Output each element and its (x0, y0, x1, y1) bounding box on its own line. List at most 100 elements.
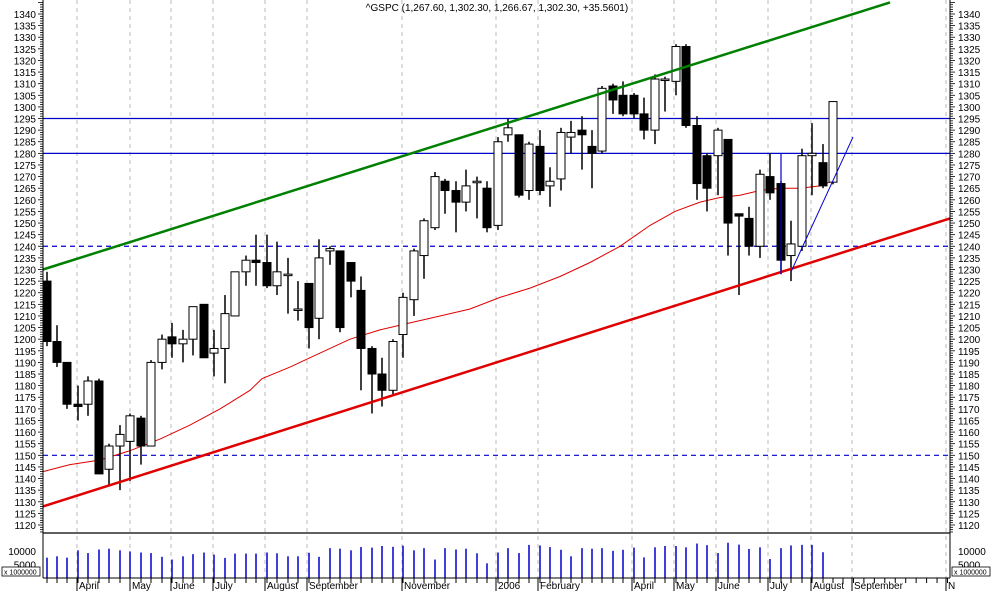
y-tick-label-right: 1295 (958, 115, 981, 126)
candle (639, 97, 649, 140)
candle (209, 329, 219, 377)
candle (335, 250, 345, 333)
y-tick-label-right: 1340 (958, 10, 981, 21)
y-tick-label-left: 1160 (14, 428, 36, 439)
volume-unit-box (1, 566, 41, 577)
y-tick-label-right: 1325 (958, 45, 981, 56)
candle (556, 127, 566, 191)
y-tick-label-left: 1300 (14, 103, 37, 114)
y-tick-label-left: 1260 (14, 196, 37, 207)
y-tick-label-left: 1330 (14, 33, 37, 44)
volume-unit-label: x 1000000 (4, 570, 37, 577)
y-tick-label-right: 1240 (958, 242, 981, 253)
y-tick-label-right: 1285 (958, 138, 981, 149)
y-tick-label-left: 1265 (14, 184, 37, 195)
y-tick-label-right: 1165 (958, 416, 980, 427)
candle (42, 271, 52, 347)
candle (241, 255, 251, 286)
y-tick-label-right: 1185 (958, 370, 980, 381)
y-tick-label-left: 1205 (14, 324, 37, 335)
x-tick-label: N (948, 581, 955, 591)
y-tick-label-right: 1225 (958, 277, 981, 288)
y-tick-label-right: 1330 (958, 33, 981, 44)
candle (419, 218, 429, 279)
candle (451, 181, 461, 233)
candle (440, 178, 450, 214)
candle (482, 181, 492, 233)
candle (104, 443, 114, 486)
candle (461, 169, 471, 212)
candle (388, 339, 398, 395)
y-tick-label-right: 1255 (958, 207, 981, 218)
y-tick-label-left: 1235 (14, 254, 37, 265)
candle (807, 123, 817, 196)
y-tick-label-right: 1310 (958, 80, 981, 91)
candle (125, 413, 135, 481)
volume-tick-left: 10000 (8, 547, 36, 558)
candle (797, 148, 807, 251)
candle (83, 376, 93, 416)
candle (472, 176, 482, 219)
y-tick-label-right: 1265 (958, 184, 981, 195)
candlesticks (42, 44, 838, 491)
candle (566, 120, 576, 154)
candle (188, 306, 198, 356)
y-tick-label-right: 1160 (958, 428, 980, 439)
candle (734, 213, 744, 296)
y-tick-label-left: 1215 (14, 300, 37, 311)
candle (346, 262, 356, 298)
y-tick-label-right: 1125 (958, 509, 980, 520)
y-tick-label-left: 1195 (14, 347, 36, 358)
candle (514, 134, 524, 198)
y-tick-label-right: 1135 (958, 486, 980, 497)
y-tick-label-left: 1185 (14, 370, 36, 381)
candle (681, 44, 691, 128)
y-tick-label-right: 1260 (958, 196, 981, 207)
x-tick-label: May (676, 581, 695, 591)
y-tick-label-left: 1140 (14, 475, 36, 486)
y-tick-label-right: 1205 (958, 324, 981, 335)
candle (272, 241, 282, 296)
y-tick-label-right: 1210 (958, 312, 981, 323)
x-tick-label: June (718, 581, 740, 591)
candle (493, 137, 503, 231)
candle (818, 144, 828, 189)
candle (587, 130, 597, 189)
y-tick-label-left: 1250 (14, 219, 37, 230)
x-tick-label: July (215, 581, 233, 591)
chart-title: ^GSPC (1,267.60, 1,302.30, 1,266.67, 1,3… (366, 3, 628, 14)
y-tick-label-right: 1320 (958, 56, 981, 67)
candle (199, 303, 209, 359)
y-tick-label-right: 1175 (958, 393, 980, 404)
y-tick-label-right: 1145 (958, 463, 980, 474)
y-tick-label-left: 1130 (14, 498, 36, 509)
y-tick-label-left: 1280 (14, 149, 37, 160)
trendlines (42, 1, 951, 508)
candle (744, 206, 754, 256)
y-axis-left: 1120112511301135114011451150115511601165… (14, 0, 44, 578)
x-tick-label: August (267, 581, 298, 591)
candle (136, 415, 146, 465)
y-tick-label-left: 1285 (14, 138, 37, 149)
y-tick-label-right: 1335 (958, 22, 981, 33)
x-tick-label: September (309, 581, 359, 591)
candle (115, 425, 125, 491)
y-tick-label-left: 1190 (14, 358, 36, 369)
y-tick-label-right: 1275 (958, 161, 981, 172)
y-tick-label-right: 1315 (958, 68, 981, 79)
y-tick-label-right: 1195 (958, 347, 980, 358)
y-tick-label-left: 1220 (14, 289, 37, 300)
x-tick-label: July (770, 581, 788, 591)
candle (765, 153, 775, 200)
y-tick-label-left: 1200 (14, 335, 37, 346)
y-tick-label-right: 1250 (958, 219, 981, 230)
y-tick-label-right: 1155 (958, 440, 980, 451)
y-tick-label-right: 1230 (958, 265, 981, 276)
candle (293, 281, 303, 321)
y-tick-label-left: 1155 (14, 440, 36, 451)
y-tick-label-left: 1240 (14, 242, 37, 253)
candle (94, 378, 104, 475)
x-tick-label: 2006 (498, 581, 521, 591)
candle (597, 86, 607, 154)
